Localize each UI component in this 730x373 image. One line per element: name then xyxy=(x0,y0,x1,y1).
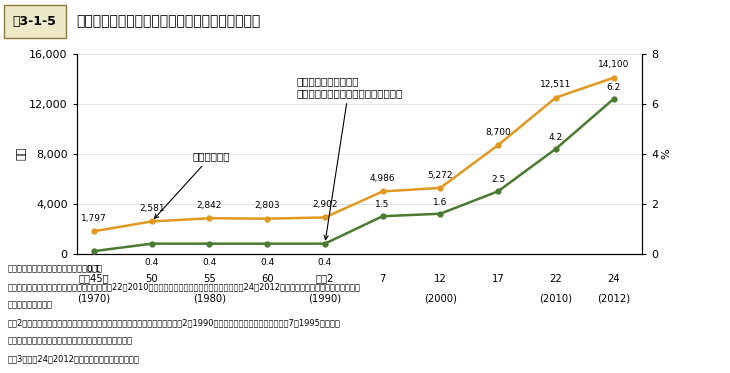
Text: (1970): (1970) xyxy=(77,294,110,304)
Text: (1990): (1990) xyxy=(308,294,342,304)
Text: は農事組合法人、農協、特例民法法人等を含む。: は農事組合法人、農協、特例民法法人等を含む。 xyxy=(7,336,132,345)
Y-axis label: %: % xyxy=(661,148,672,159)
Text: 農地面積全体に占める
法人の農地利用面積の割合（右目盛）: 農地面積全体に占める 法人の農地利用面積の割合（右目盛） xyxy=(296,76,402,240)
Text: 2,842: 2,842 xyxy=(197,201,222,210)
Text: により作成。: により作成。 xyxy=(7,300,53,309)
Y-axis label: 法人: 法人 xyxy=(16,147,26,160)
Text: (2012): (2012) xyxy=(597,294,630,304)
Text: 4,986: 4,986 xyxy=(370,174,396,183)
Text: 0.4: 0.4 xyxy=(260,257,274,267)
Text: 1.6: 1.6 xyxy=(433,198,447,207)
Text: (2010): (2010) xyxy=(539,294,572,304)
Text: 4.2: 4.2 xyxy=(549,133,563,142)
Text: 平成2: 平成2 xyxy=(315,274,334,283)
Text: (2000): (2000) xyxy=(424,294,457,304)
Text: 図3-1-5: 図3-1-5 xyxy=(12,15,56,28)
Bar xyxy=(4,5,66,38)
Text: 5,272: 5,272 xyxy=(428,170,453,179)
Text: 1,797: 1,797 xyxy=(81,214,107,223)
Text: 1.5: 1.5 xyxy=(375,200,390,209)
Text: 17: 17 xyxy=(492,274,504,283)
Text: 24: 24 xyxy=(607,274,620,283)
Text: 3）平成24（2012）年は牧草地経営体を含む。: 3）平成24（2012）年は牧草地経営体を含む。 xyxy=(7,354,139,363)
Text: 8,700: 8,700 xyxy=(485,128,511,137)
Text: 55: 55 xyxy=(203,274,216,283)
Text: 12: 12 xyxy=(434,274,447,283)
Text: 2）法人経営体は、農家以外の農業事業体のうち販売目的のもので、平成2（1990）年までは会社のみであり、平成7（1995）年から: 2）法人経営体は、農家以外の農業事業体のうち販売目的のもので、平成2（1990）… xyxy=(7,318,340,327)
Text: 0.4: 0.4 xyxy=(145,257,159,267)
Text: 6.2: 6.2 xyxy=(607,83,620,92)
Text: 12,511: 12,511 xyxy=(540,80,572,89)
Text: 2,803: 2,803 xyxy=(254,201,280,210)
Text: 法人経営体数と農地面積に占める利用面積の推移: 法人経営体数と農地面積に占める利用面積の推移 xyxy=(77,15,261,28)
Text: 昭和45年: 昭和45年 xyxy=(79,274,110,283)
Text: (1980): (1980) xyxy=(193,294,226,304)
Text: 2,581: 2,581 xyxy=(139,204,164,213)
Text: 0.1: 0.1 xyxy=(87,265,101,274)
Text: 60: 60 xyxy=(261,274,274,283)
Text: 0.4: 0.4 xyxy=(202,257,217,267)
Text: 22: 22 xyxy=(550,274,562,283)
Text: 0.4: 0.4 xyxy=(318,257,332,267)
Text: 2,902: 2,902 xyxy=(312,200,338,209)
Text: 7: 7 xyxy=(380,274,385,283)
Text: 2.5: 2.5 xyxy=(491,175,505,184)
Text: 法人経営体数: 法人経営体数 xyxy=(155,151,230,219)
Text: 50: 50 xyxy=(145,274,158,283)
Text: 注：１）農林水産省「農林業センサス」（平成22（2010）年まで）、「農業構造動態調査」（平成24（2012）年）、「耕地及び作付面積統計」: 注：１）農林水産省「農林業センサス」（平成22（2010）年まで）、「農業構造動… xyxy=(7,282,361,291)
Text: 資料：農林水産省「農業経営構造の変化」: 資料：農林水産省「農業経営構造の変化」 xyxy=(7,264,102,273)
Text: 14,100: 14,100 xyxy=(598,60,629,69)
